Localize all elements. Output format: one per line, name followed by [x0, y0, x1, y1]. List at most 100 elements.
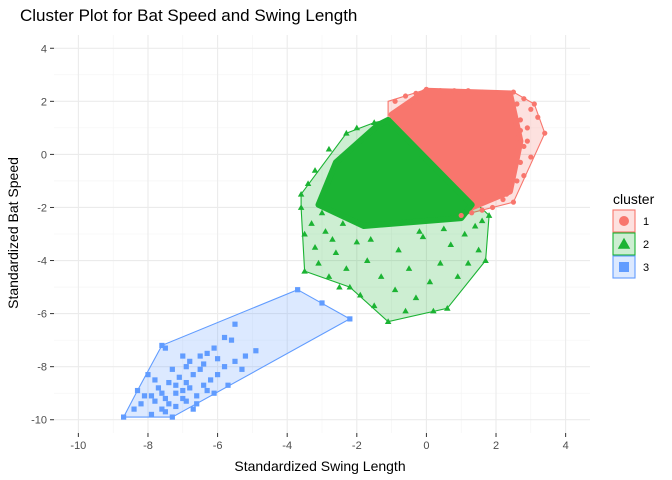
cluster-2-point [395, 246, 402, 253]
cluster-3-point [225, 382, 231, 388]
cluster-1-point [517, 159, 523, 165]
cluster-2-point [343, 265, 350, 271]
cluster-2-point [357, 291, 364, 298]
cluster-2-point [301, 230, 308, 237]
legend: cluster 1 2 3 [612, 191, 655, 279]
legend-marker-1 [619, 216, 629, 226]
cluster-3-point [131, 406, 137, 412]
cluster-2-point [482, 257, 489, 263]
cluster-2-point [318, 209, 326, 216]
legend-marker-2 [617, 237, 631, 249]
cluster-3-point [232, 321, 238, 327]
cluster-3-point [138, 401, 144, 407]
cluster-2-point [377, 273, 385, 279]
cluster-3-point [183, 364, 189, 370]
cluster-1-point [413, 90, 419, 96]
cluster-1-point [423, 86, 430, 92]
cluster-2-point [339, 220, 347, 226]
cluster-1-point [528, 106, 534, 112]
cluster-3-point [166, 401, 172, 407]
cluster-2-point [343, 129, 350, 136]
x-tick-label: 2 [493, 440, 499, 452]
cluster-1-point [503, 191, 510, 197]
cluster-2-point [384, 318, 392, 324]
y-tick-label: 4 [41, 43, 47, 55]
cluster-3-point [190, 406, 196, 412]
legend-title: cluster [613, 191, 655, 207]
cluster-3-point [187, 385, 193, 391]
cluster-1-point [535, 114, 541, 120]
cluster-3-point [166, 379, 172, 386]
cluster-3-point [194, 393, 200, 399]
cluster-1-point [517, 117, 523, 123]
cluster-2-point [430, 307, 437, 314]
x-tick-label: -4 [282, 440, 292, 452]
cluster-2-point [447, 241, 455, 248]
cluster-2-point [363, 257, 371, 263]
legend-label-2: 2 [643, 239, 649, 251]
x-tick-label: -6 [213, 440, 223, 452]
cluster-3-point [183, 379, 189, 386]
cluster-1-point [521, 96, 527, 102]
cluster-1-point [524, 138, 530, 144]
cluster-2-point [322, 228, 329, 234]
cluster-1-point [521, 143, 527, 150]
cluster-3-point [152, 377, 158, 383]
x-axis-title: Standardized Swing Length [234, 458, 405, 474]
cluster-3-hull [122, 289, 351, 418]
cluster-2-point [444, 305, 451, 311]
cluster-3-point [239, 366, 245, 372]
cluster-1-point [521, 173, 527, 179]
cluster-3-point [180, 387, 186, 394]
cluster-2-point [461, 230, 468, 237]
cluster-3-point [190, 372, 196, 378]
cluster-3-point [214, 356, 221, 362]
y-tick-label: 2 [41, 96, 47, 108]
cluster-1-point [402, 93, 409, 99]
cluster-3-point [152, 398, 158, 404]
cluster-points [121, 86, 548, 420]
cluster-2-point [454, 273, 461, 279]
cluster-1-point [510, 199, 517, 205]
cluster-3-point [242, 353, 249, 359]
cluster-2-point [475, 246, 482, 253]
cluster-2-point [412, 294, 420, 301]
cluster-1-point [479, 207, 485, 213]
cluster-3-point [221, 364, 228, 370]
cluster-3-point [201, 361, 207, 367]
cluster-3-point [180, 395, 186, 402]
cluster-3-point [214, 372, 221, 378]
cluster-1-point [479, 89, 485, 95]
cluster-2-point [419, 233, 427, 240]
cluster-3-point [197, 353, 203, 359]
cluster-3-point [187, 358, 193, 364]
cluster-3-point [121, 414, 127, 420]
cluster-1-point [469, 210, 475, 216]
cluster-3-point [162, 409, 168, 415]
cluster-1-point [451, 88, 457, 94]
cluster-3-point [148, 393, 155, 399]
x-tick-label: 0 [423, 440, 429, 452]
cluster-3-point [204, 350, 210, 356]
cluster-3-point [211, 390, 217, 396]
cluster-3-point [134, 387, 141, 394]
cluster-1-point [514, 178, 520, 184]
cluster-3-point [162, 395, 168, 402]
cluster-1-point [510, 167, 517, 173]
cluster-1-point [465, 88, 471, 94]
legend-label-3: 3 [643, 262, 649, 274]
y-tick-label: -10 [31, 415, 47, 427]
cluster-2-point [308, 220, 315, 226]
cluster-1-point [524, 125, 530, 131]
cluster-2-point [485, 212, 493, 218]
y-tick-label: -4 [37, 256, 47, 268]
cluster-3-point [347, 316, 353, 322]
cluster-2-point [370, 119, 378, 125]
cluster-2-point [416, 228, 423, 234]
cluster-2-point [464, 259, 472, 266]
cluster-2-point [405, 265, 413, 271]
cluster-2-point [353, 238, 361, 245]
y-axis-title: Standardized Bat Speed [5, 157, 21, 309]
cluster-2-point [336, 283, 343, 290]
